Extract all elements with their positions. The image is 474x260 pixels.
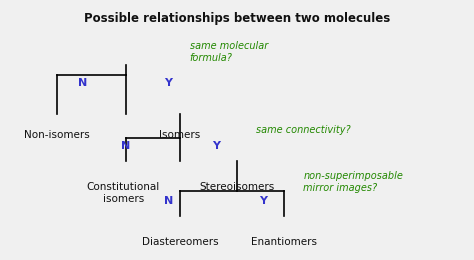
Text: Diastereomers: Diastereomers [142,237,219,246]
Text: Stereoisomers: Stereoisomers [200,182,274,192]
Text: N: N [164,197,173,206]
Text: same connectivity?: same connectivity? [256,125,351,135]
Text: Enantiomers: Enantiomers [251,237,318,246]
Text: Constitutional
isomers: Constitutional isomers [87,182,160,204]
Text: same molecular
formula?: same molecular formula? [190,41,268,63]
Text: Possible relationships between two molecules: Possible relationships between two molec… [84,12,390,25]
Text: Y: Y [259,197,267,206]
Text: Y: Y [164,78,172,88]
Text: Y: Y [212,141,219,151]
Text: non-superimposable
mirror images?: non-superimposable mirror images? [303,171,403,193]
Text: N: N [78,78,88,88]
Text: Isomers: Isomers [159,130,201,140]
Text: Non-isomers: Non-isomers [24,130,90,140]
Text: N: N [121,141,130,151]
